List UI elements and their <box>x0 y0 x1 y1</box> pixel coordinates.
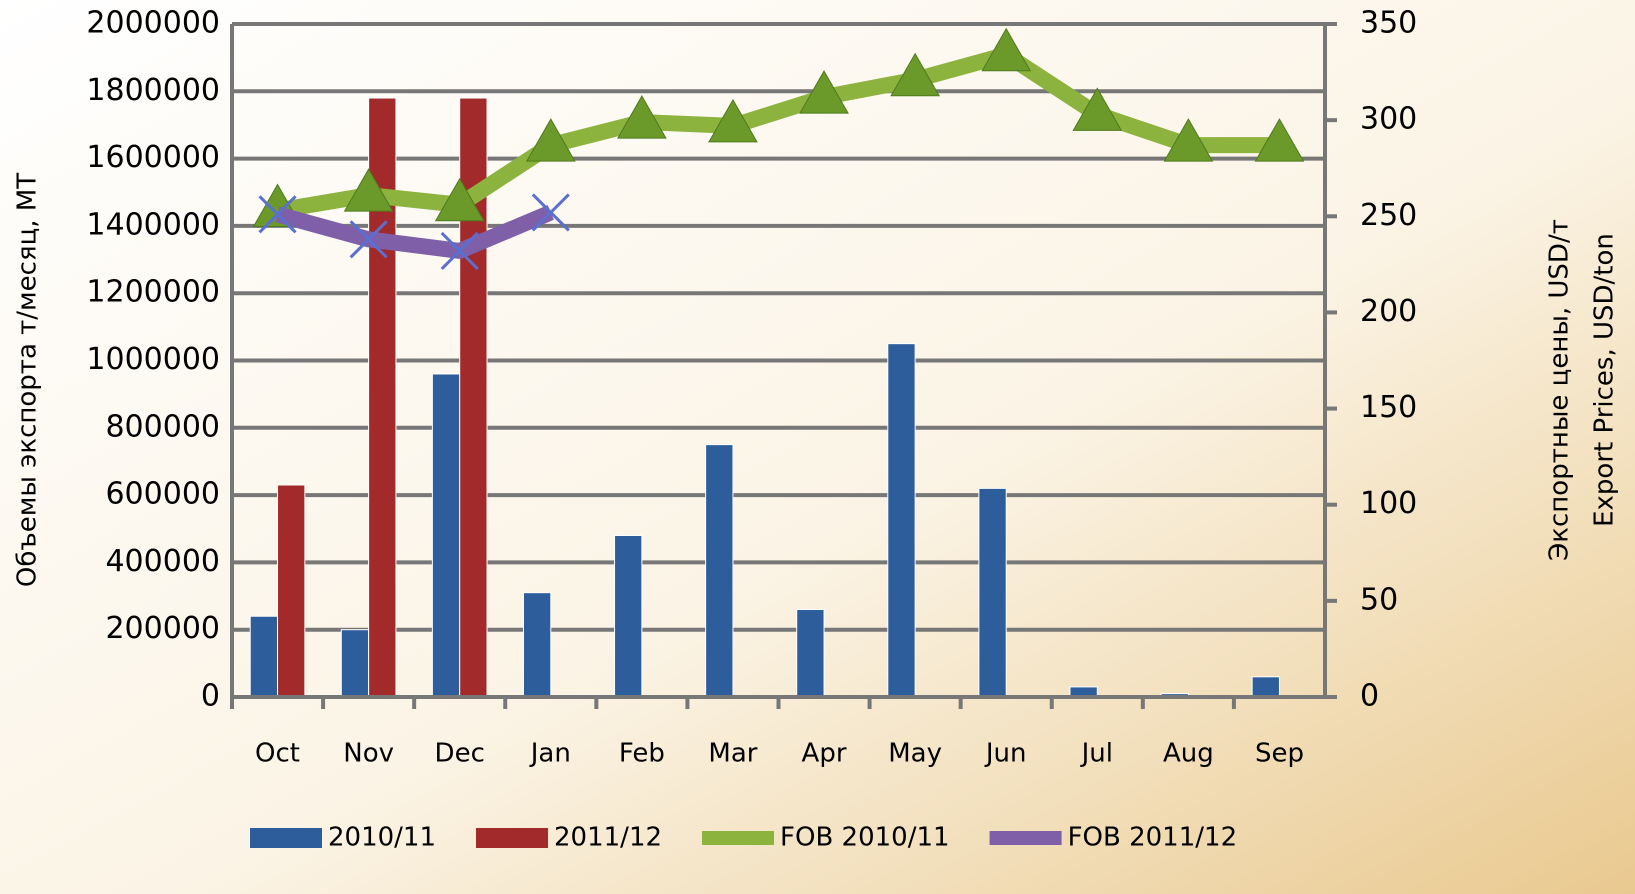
x-tick-label: Sep <box>1255 739 1304 769</box>
legend-label: 2010/11 <box>328 823 436 853</box>
bar <box>614 534 643 698</box>
marker <box>525 118 576 162</box>
bar <box>978 487 1007 698</box>
y2-tick-label: 50 <box>1360 582 1398 617</box>
bar <box>887 343 916 698</box>
bar <box>340 629 370 698</box>
x-tick-label: Nov <box>343 739 394 769</box>
line <box>275 205 554 259</box>
x-tick-label: Feb <box>619 739 665 769</box>
x-tick-label: Jan <box>529 739 571 769</box>
legend-swatch <box>250 828 322 848</box>
x-tick-label: Oct <box>255 739 300 769</box>
y-tick-label: 400000 <box>105 544 220 579</box>
marker <box>531 193 570 232</box>
y-tick-label: 0 <box>201 679 220 714</box>
y2-tick-label: 350 <box>1360 6 1417 41</box>
x-tick-label: Mar <box>708 739 757 769</box>
marker <box>890 52 940 97</box>
y-tick-label: 1000000 <box>86 342 220 377</box>
marker <box>434 177 485 222</box>
y-tick-label: 1800000 <box>86 73 220 108</box>
y2-tick-label: 100 <box>1360 486 1417 521</box>
legend-label: FOB 2011/12 <box>1068 823 1238 853</box>
x-tick-label: Jun <box>984 739 1027 769</box>
y-tick-label: 800000 <box>105 409 220 444</box>
x-tick-label: May <box>888 739 942 769</box>
y-tick-label: 2000000 <box>86 6 220 41</box>
legend-label: 2011/12 <box>554 823 662 853</box>
y-axis-title: Объемы экспорта т/месяц, МТ <box>13 173 43 587</box>
marker <box>617 95 667 139</box>
marker <box>1163 118 1214 162</box>
bar <box>796 609 825 698</box>
x-tick-label: Jul <box>1080 739 1113 769</box>
marker <box>343 168 394 212</box>
marker <box>708 98 758 143</box>
marker <box>349 220 388 259</box>
marker <box>1254 118 1305 162</box>
y2-tick-label: 250 <box>1360 198 1417 233</box>
bar <box>277 484 306 698</box>
bar <box>249 615 279 698</box>
y-tick-label: 600000 <box>105 477 220 512</box>
y2-tick-label: 150 <box>1360 390 1417 425</box>
y-tick-label: 1200000 <box>86 275 220 310</box>
x-tick-label: Apr <box>802 739 847 769</box>
legend-swatch <box>476 828 549 848</box>
marker <box>440 231 479 270</box>
y-tick-label: 1600000 <box>86 140 220 175</box>
y-tick-label: 1400000 <box>86 207 220 242</box>
y2-tick-label: 200 <box>1360 294 1417 329</box>
bar <box>1251 676 1280 698</box>
marker <box>799 70 849 114</box>
marker <box>258 195 297 234</box>
bar <box>705 444 734 698</box>
y2-tick-label: 300 <box>1360 102 1417 137</box>
y2-axis-title: Export Prices, USD/ton <box>1590 233 1620 527</box>
marker <box>981 27 1032 72</box>
x-tick-label: Aug <box>1163 739 1214 769</box>
bar <box>522 592 552 698</box>
y-tick-label: 200000 <box>105 611 220 646</box>
y2-tick-label: 0 <box>1360 679 1379 714</box>
marker <box>1072 87 1123 131</box>
bar <box>431 373 461 698</box>
y2-axis-title: Экспортные цены, USD/т <box>1545 219 1575 561</box>
legend-label: FOB 2010/11 <box>780 823 950 853</box>
x-tick-label: Dec <box>435 739 485 769</box>
